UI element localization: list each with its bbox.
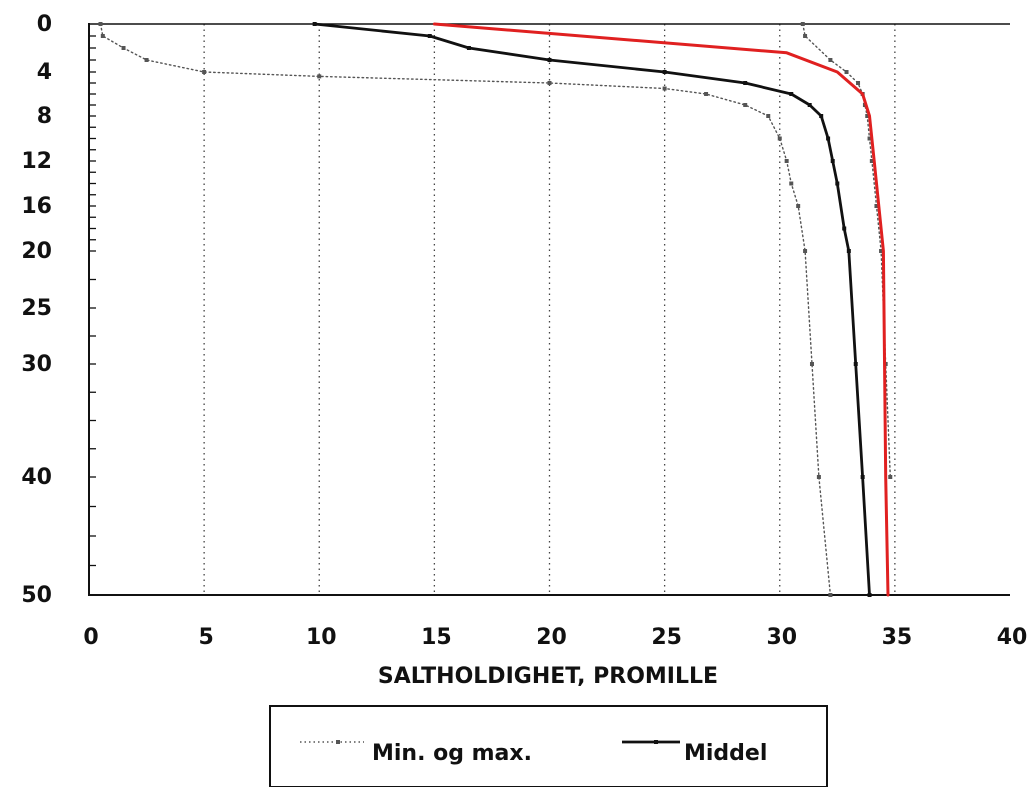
y-tick-label-30: 30: [21, 352, 52, 377]
y-tick-label-12: 12: [21, 149, 52, 174]
data-point-max: [844, 70, 849, 74]
data-point-mean: [860, 475, 865, 479]
data-point-mean: [835, 181, 840, 186]
x-tick-label-30: 30: [766, 625, 797, 650]
data-point-mean: [466, 46, 471, 50]
data-point-mean: [662, 70, 667, 74]
series-highlight: [432, 22, 890, 597]
data-point-min: [766, 114, 771, 118]
data-point-max: [865, 114, 870, 118]
data-point-max: [856, 81, 861, 85]
data-point-min: [796, 204, 801, 208]
legend: Min. og max. Middel: [269, 705, 828, 787]
series-line-mean: [313, 22, 871, 597]
data-point-mean: [826, 136, 831, 141]
data-point-max: [800, 22, 805, 26]
x-tick-label-40: 40: [997, 625, 1028, 650]
x-tick-label-20: 20: [536, 625, 567, 650]
series-line-max: [802, 23, 891, 478]
data-point-mean: [547, 58, 552, 62]
y-tick-label-4: 4: [37, 60, 52, 85]
legend-label-min-max: Min. og max.: [372, 741, 532, 766]
x-tick-label-35: 35: [882, 625, 913, 650]
x-axis-title: SALTHOLDIGHET, PROMILLE: [378, 664, 718, 689]
data-point-max: [869, 159, 874, 163]
data-point-mean: [853, 362, 858, 366]
data-point-min: [828, 593, 833, 597]
data-point-min: [100, 34, 105, 38]
data-point-min: [743, 103, 748, 107]
data-point-mean: [842, 226, 847, 231]
data-point-mean: [819, 114, 824, 118]
data-point-min: [547, 81, 552, 85]
data-point-min: [816, 475, 821, 479]
series-mean: [312, 22, 872, 597]
series-min: [98, 22, 833, 597]
data-point-max: [803, 34, 808, 38]
data-point-mean: [807, 103, 812, 107]
data-point-min: [784, 159, 789, 163]
data-point-max: [828, 58, 833, 62]
legend-swatch-marker-min-max: [336, 740, 340, 744]
axes: [88, 23, 1010, 596]
data-point-mean: [312, 22, 317, 26]
series-line-highlight: [432, 22, 890, 597]
data-point-min: [144, 58, 149, 62]
x-tick-label-5: 5: [198, 625, 213, 650]
y-tick-label-0: 0: [37, 12, 52, 37]
data-point-mean: [867, 593, 872, 597]
tick-labels: 0 4 8 12 16 20 25 30 40 50 0 5 10 15 20 25 30 35 40: [21, 12, 1027, 650]
data-point-mean: [427, 34, 432, 38]
data-point-max: [874, 204, 879, 208]
x-tick-label-25: 25: [651, 625, 682, 650]
y-tick-label-40: 40: [21, 465, 52, 490]
legend-swatch-marker-mean: [654, 740, 658, 744]
series-line-min: [99, 23, 832, 596]
legend-box: [269, 705, 828, 787]
data-point-min: [121, 46, 126, 50]
data-point-min: [809, 362, 814, 366]
data-point-min: [98, 22, 103, 26]
data-point-mean: [830, 159, 835, 163]
x-tick-label-0: 0: [83, 625, 98, 650]
y-tick-label-25: 25: [21, 296, 52, 321]
data-point-max: [867, 136, 872, 141]
gridlines: [203, 24, 896, 595]
y-tick-label-16: 16: [21, 194, 52, 219]
x-tick-label-15: 15: [421, 625, 452, 650]
y-tick-label-50: 50: [21, 583, 52, 608]
y-tick-label-20: 20: [21, 239, 52, 264]
data-point-max: [879, 249, 884, 253]
data-point-min: [777, 136, 782, 141]
legend-swatches: [300, 740, 680, 744]
data-series: [98, 22, 893, 597]
data-point-min: [662, 86, 667, 91]
x-tick-label-10: 10: [306, 625, 337, 650]
data-point-max: [888, 475, 893, 479]
data-point-min: [317, 74, 322, 79]
legend-label-mean: Middel: [684, 741, 767, 766]
data-point-mean: [789, 92, 794, 96]
y-tick-label-8: 8: [37, 104, 52, 129]
data-point-min: [803, 249, 808, 253]
data-point-min: [704, 92, 709, 96]
data-point-min: [789, 181, 794, 186]
data-point-mean: [743, 81, 748, 85]
data-point-min: [202, 70, 207, 74]
data-point-mean: [846, 249, 851, 253]
